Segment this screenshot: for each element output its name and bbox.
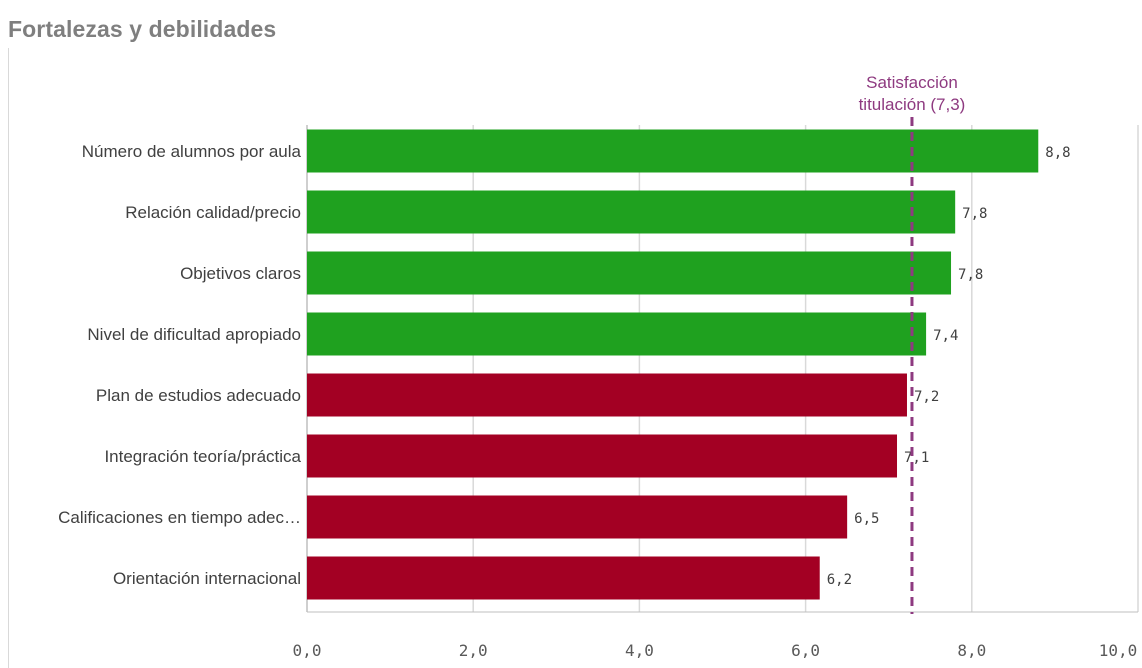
x-tick-label: 2,0 — [459, 641, 488, 660]
reference-line-label: Satisfacción — [866, 73, 958, 92]
bar — [307, 495, 848, 539]
x-tick-label: 0,0 — [293, 641, 322, 660]
x-tick-label: 4,0 — [625, 641, 654, 660]
value-label: 7,4 — [933, 328, 958, 344]
category-label: Plan de estudios adecuado — [96, 386, 301, 405]
value-label: 8,8 — [1045, 145, 1070, 161]
bar — [307, 129, 1039, 173]
category-label: Relación calidad/precio — [125, 203, 301, 222]
category-label: Calificaciones en tiempo adec… — [58, 508, 301, 527]
x-tick-label: 6,0 — [791, 641, 820, 660]
category-label: Integración teoría/práctica — [104, 447, 301, 466]
bar — [307, 251, 952, 295]
bar — [307, 434, 898, 478]
reference-line-label: titulación (7,3) — [859, 95, 966, 114]
category-label: Nivel de dificultad apropiado — [87, 325, 301, 344]
value-label: 7,2 — [914, 389, 939, 405]
bar — [307, 190, 956, 234]
bar — [307, 312, 927, 356]
x-tick-label: 8,0 — [957, 641, 986, 660]
value-label: 7,8 — [958, 267, 983, 283]
category-label: Orientación internacional — [113, 569, 301, 588]
bar — [307, 373, 907, 417]
value-label: 6,5 — [854, 511, 879, 527]
x-tick-label: 10,0 — [1099, 641, 1138, 660]
category-label: Número de alumnos por aula — [82, 142, 302, 161]
value-label: 7,1 — [904, 450, 929, 466]
panel-left-border — [8, 48, 9, 668]
value-label: 7,8 — [962, 206, 987, 222]
category-label: Objetivos claros — [180, 264, 301, 283]
value-label: 6,2 — [827, 572, 852, 588]
bar — [307, 556, 820, 600]
chart-title: Fortalezas y debilidades — [8, 16, 277, 42]
